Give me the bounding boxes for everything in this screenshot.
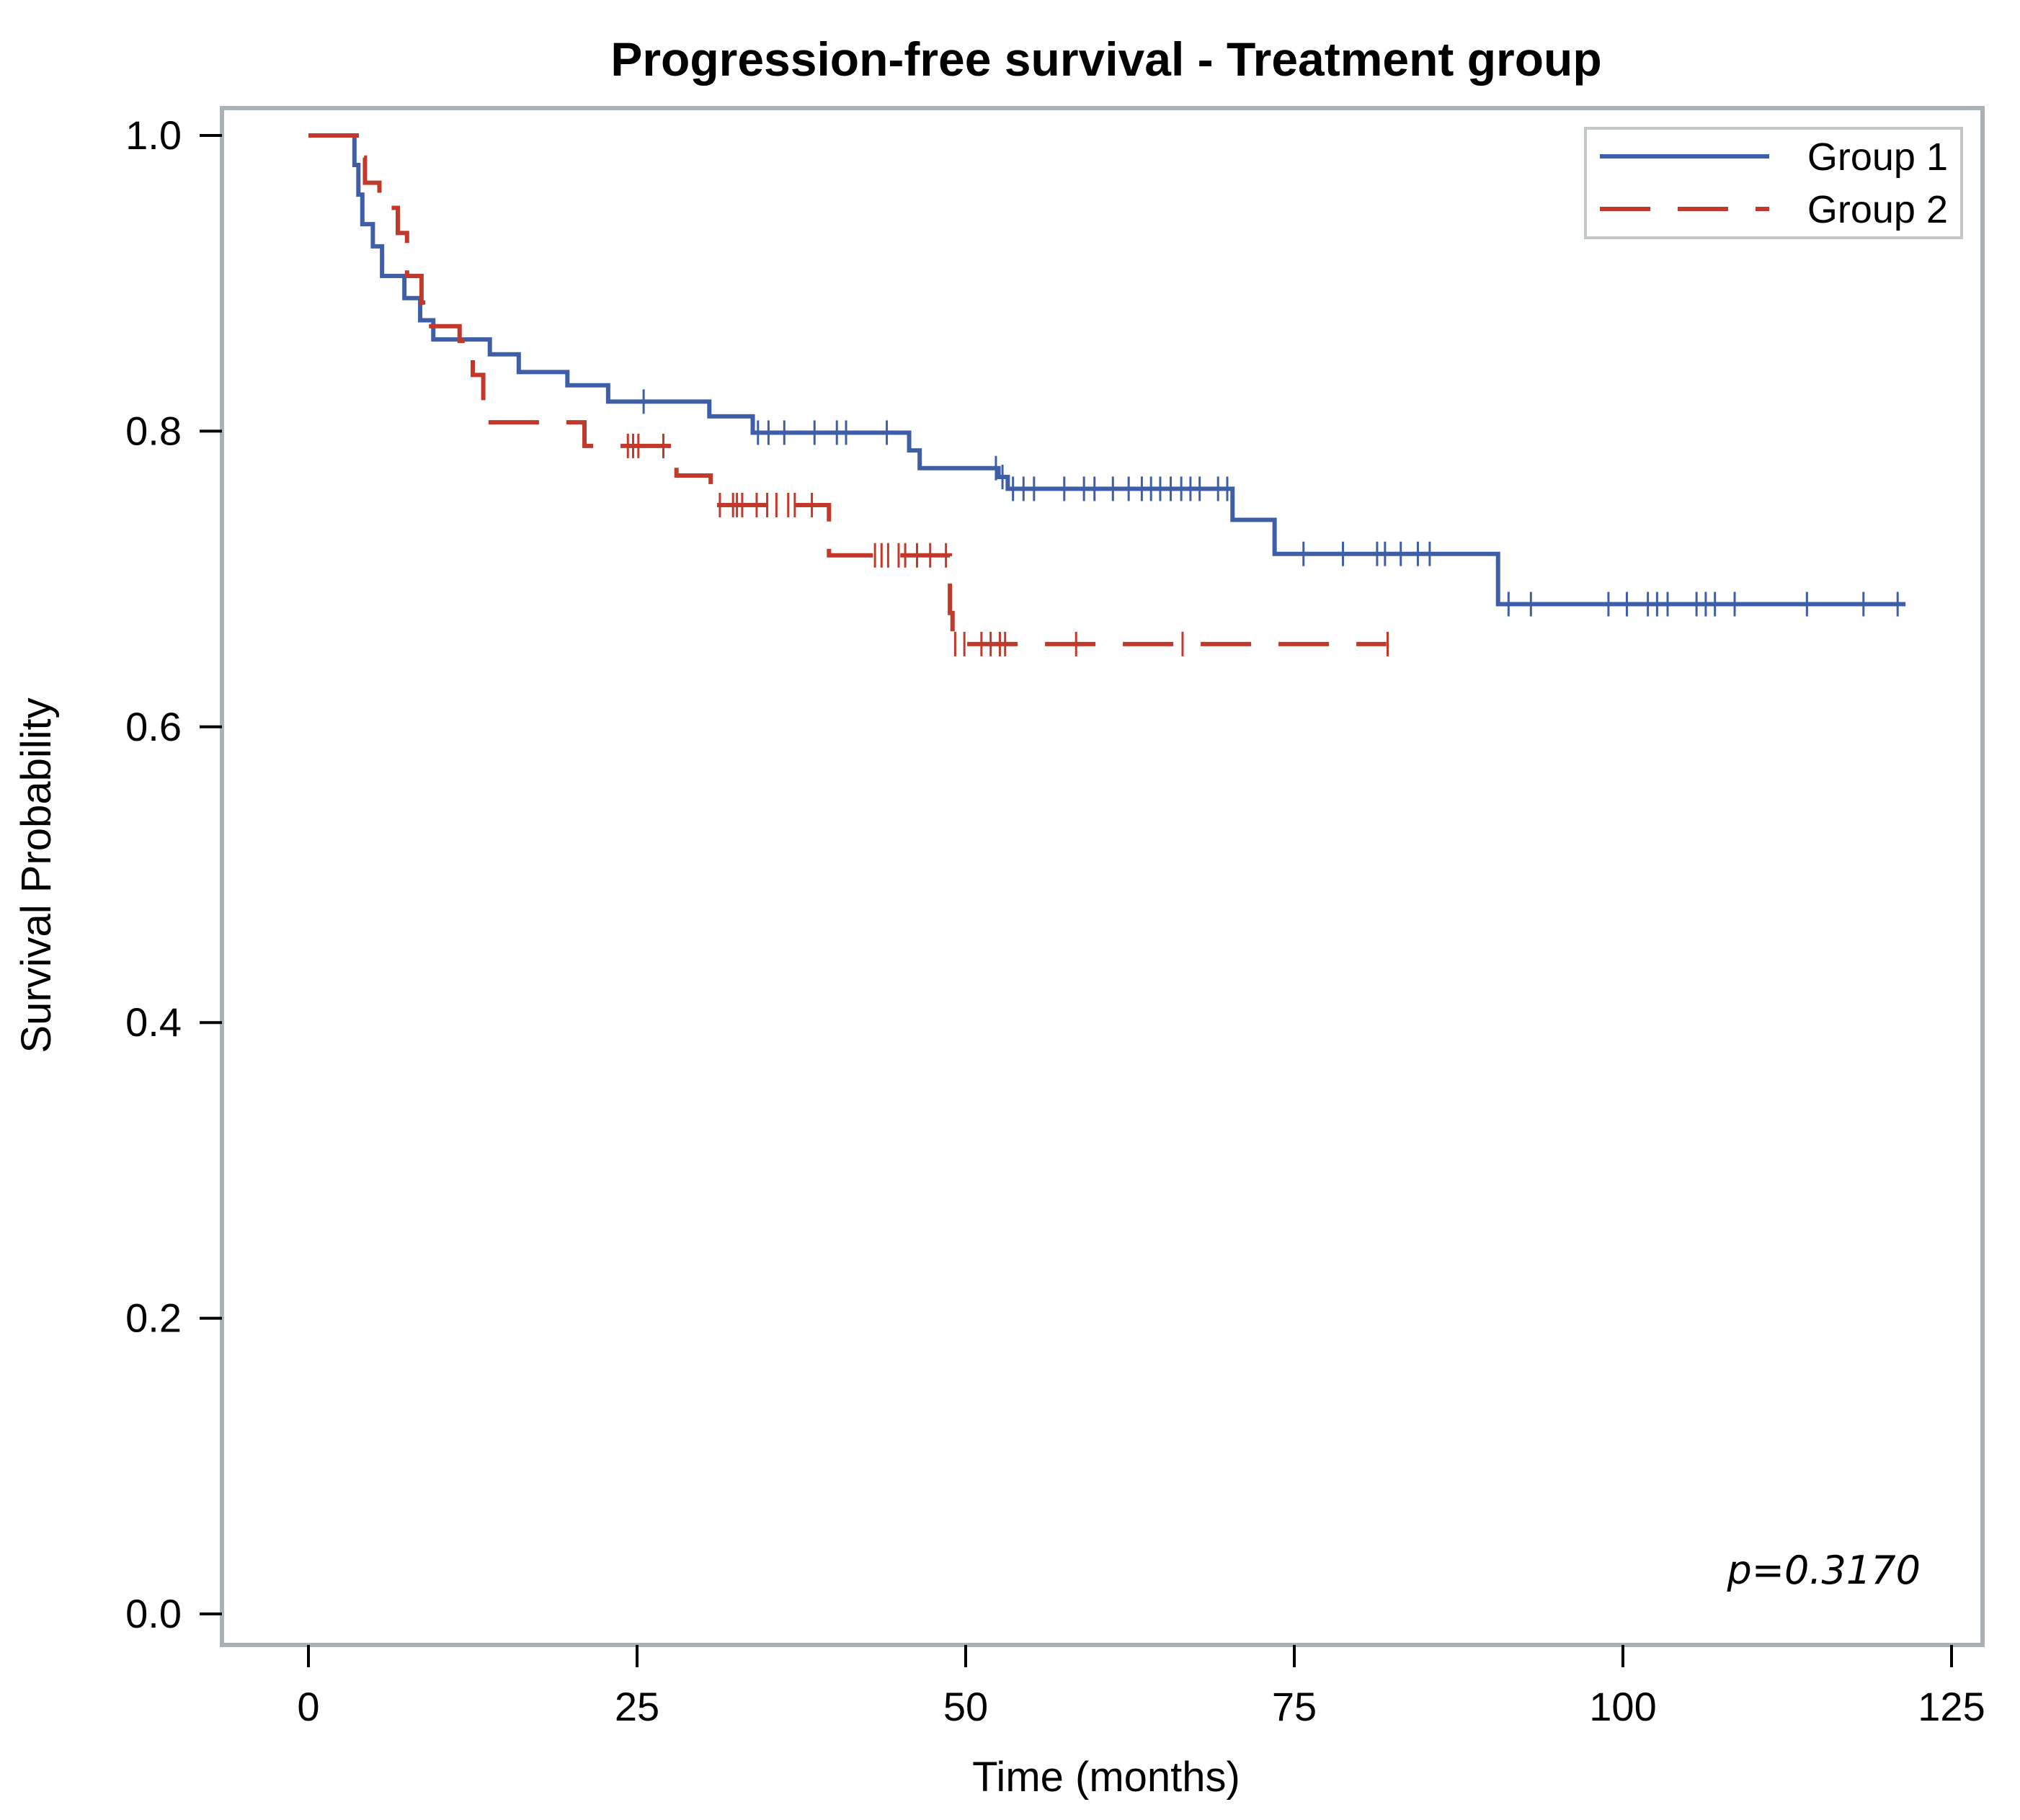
series-line-group-1 xyxy=(308,133,1906,607)
plot-frame xyxy=(220,106,1985,1647)
y-tick-label: 0.0 xyxy=(125,1591,182,1636)
y-tick-label: 1.0 xyxy=(125,112,182,158)
y-axis: 0.0 0.2 0.4 0.6 0.8 1.0 xyxy=(125,112,222,1636)
x-axis-label: Time (months) xyxy=(972,1754,1240,1801)
series-line-group-2 xyxy=(308,133,1387,646)
chart-title: Progression-free survival - Treatment gr… xyxy=(610,32,1601,86)
y-tick-label: 0.4 xyxy=(125,999,182,1045)
legend-label-group-1: Group 1 xyxy=(1807,135,1948,179)
y-axis-label: Survival Probability xyxy=(13,697,60,1053)
y-tick-label: 0.6 xyxy=(125,704,182,749)
y-tick-label: 0.8 xyxy=(125,408,182,453)
series-layer xyxy=(308,133,1906,656)
x-tick-label: 0 xyxy=(297,1684,319,1729)
x-tick-label: 125 xyxy=(1918,1684,1985,1729)
legend: Group 1 Group 2 xyxy=(1584,127,1963,239)
legend-box xyxy=(1584,127,1963,239)
x-tick-label: 50 xyxy=(943,1684,988,1729)
y-tick-label: 0.2 xyxy=(125,1295,182,1341)
x-tick-label: 100 xyxy=(1589,1684,1656,1729)
x-tick-label: 75 xyxy=(1272,1684,1317,1729)
x-tick-label: 25 xyxy=(615,1684,659,1729)
legend-label-group-2: Group 2 xyxy=(1807,188,1948,231)
x-axis: 0 25 50 75 100 125 xyxy=(297,1645,1985,1729)
p-value-annotation: p=0.3170 xyxy=(1727,1548,1921,1593)
